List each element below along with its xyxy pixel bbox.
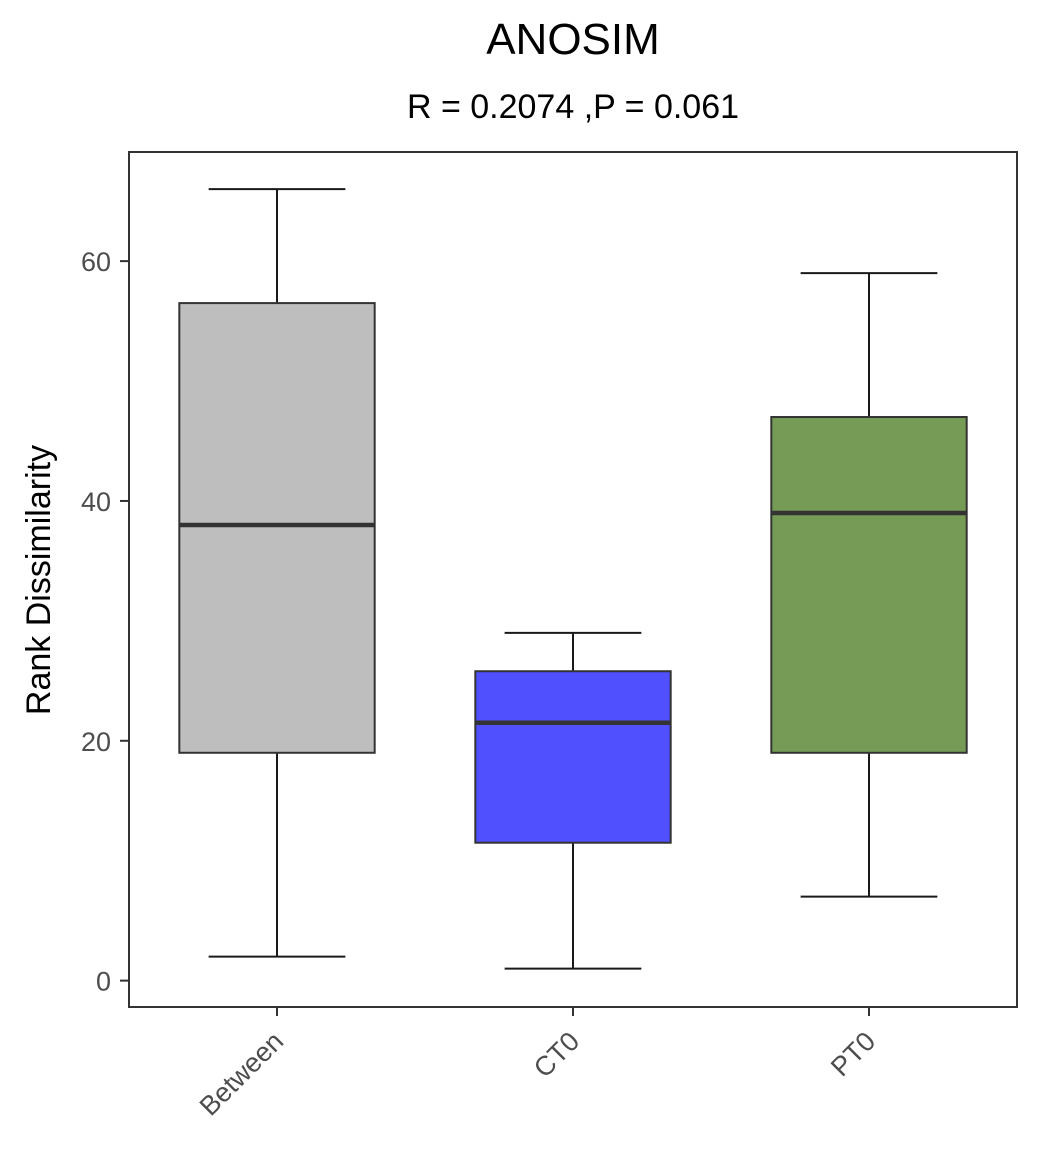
x-tick-label: CT0	[528, 1026, 585, 1083]
box-body	[178, 302, 376, 754]
box-ct0	[474, 631, 672, 970]
chart-title: ANOSIM	[486, 15, 660, 64]
y-tick-label: 40	[81, 487, 111, 517]
box-series	[178, 188, 968, 970]
y-tick-label: 0	[96, 967, 111, 997]
box-body	[474, 670, 672, 844]
chart-subtitle: R = 0.2074 ,P = 0.061	[407, 88, 739, 126]
y-tick-label: 20	[81, 727, 111, 757]
y-axis: 0 20 40 60	[81, 247, 129, 997]
y-axis-label: Rank Dissimilarity	[20, 445, 58, 715]
x-axis: Between CT0 PT0	[194, 1007, 881, 1122]
x-tick-label: Between	[194, 1026, 290, 1122]
x-tick-label: PT0	[825, 1026, 881, 1082]
box-between	[178, 188, 376, 958]
y-tick-label: 60	[81, 247, 111, 277]
box-pt0	[770, 272, 968, 898]
box-body	[770, 416, 968, 754]
